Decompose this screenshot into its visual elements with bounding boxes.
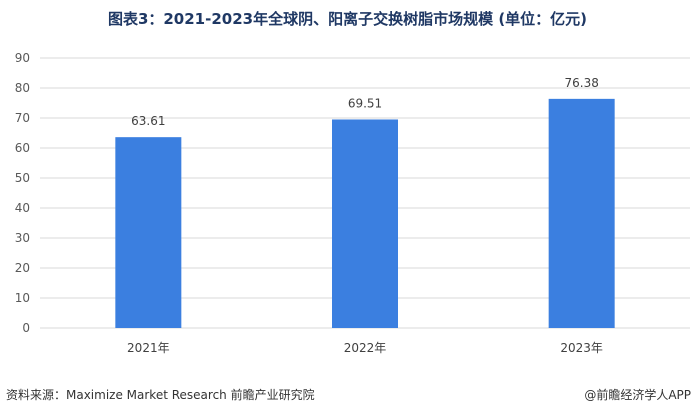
bars xyxy=(115,98,615,328)
bar-chart: 0 10 20 30 40 50 60 70 80 90 63.61 69.51 76.38 2021… xyxy=(15,51,690,355)
y-tick-label: 50 xyxy=(15,171,30,185)
y-tick-label: 70 xyxy=(15,111,30,125)
y-tick-label: 10 xyxy=(15,291,30,305)
y-tick-label: 40 xyxy=(15,201,30,215)
x-axis-categories: 2021年 2022年 2023年 xyxy=(127,341,603,355)
data-labels: 63.61 69.51 76.38 xyxy=(131,76,599,128)
bar-value-label: 69.51 xyxy=(348,96,382,110)
y-tick-label: 90 xyxy=(15,51,30,65)
bar-value-label: 63.61 xyxy=(131,114,165,128)
y-tick-label: 0 xyxy=(22,321,30,335)
y-tick-label: 80 xyxy=(15,81,30,95)
bar xyxy=(332,119,398,328)
bar-value-label: 76.38 xyxy=(564,76,598,90)
x-category-label: 2022年 xyxy=(344,341,387,355)
footer: 资料来源：Maximize Market Research 前瞻产业研究院 @前… xyxy=(0,384,695,408)
y-tick-label: 30 xyxy=(15,231,30,245)
bar xyxy=(548,98,615,328)
y-axis-ticks: 0 10 20 30 40 50 60 70 80 90 xyxy=(15,51,30,335)
y-tick-label: 20 xyxy=(15,261,30,275)
source-note: 资料来源：Maximize Market Research 前瞻产业研究院 xyxy=(6,388,315,402)
chart-title: 图表3：2021-2023年全球阴、阳离子交换树脂市场规模 (单位：亿元) xyxy=(107,10,588,28)
y-tick-label: 60 xyxy=(15,141,30,155)
x-category-label: 2023年 xyxy=(560,341,603,355)
x-category-label: 2021年 xyxy=(127,341,170,355)
bar xyxy=(115,137,182,328)
publisher-credit: @前瞻经济学人APP xyxy=(584,388,691,402)
